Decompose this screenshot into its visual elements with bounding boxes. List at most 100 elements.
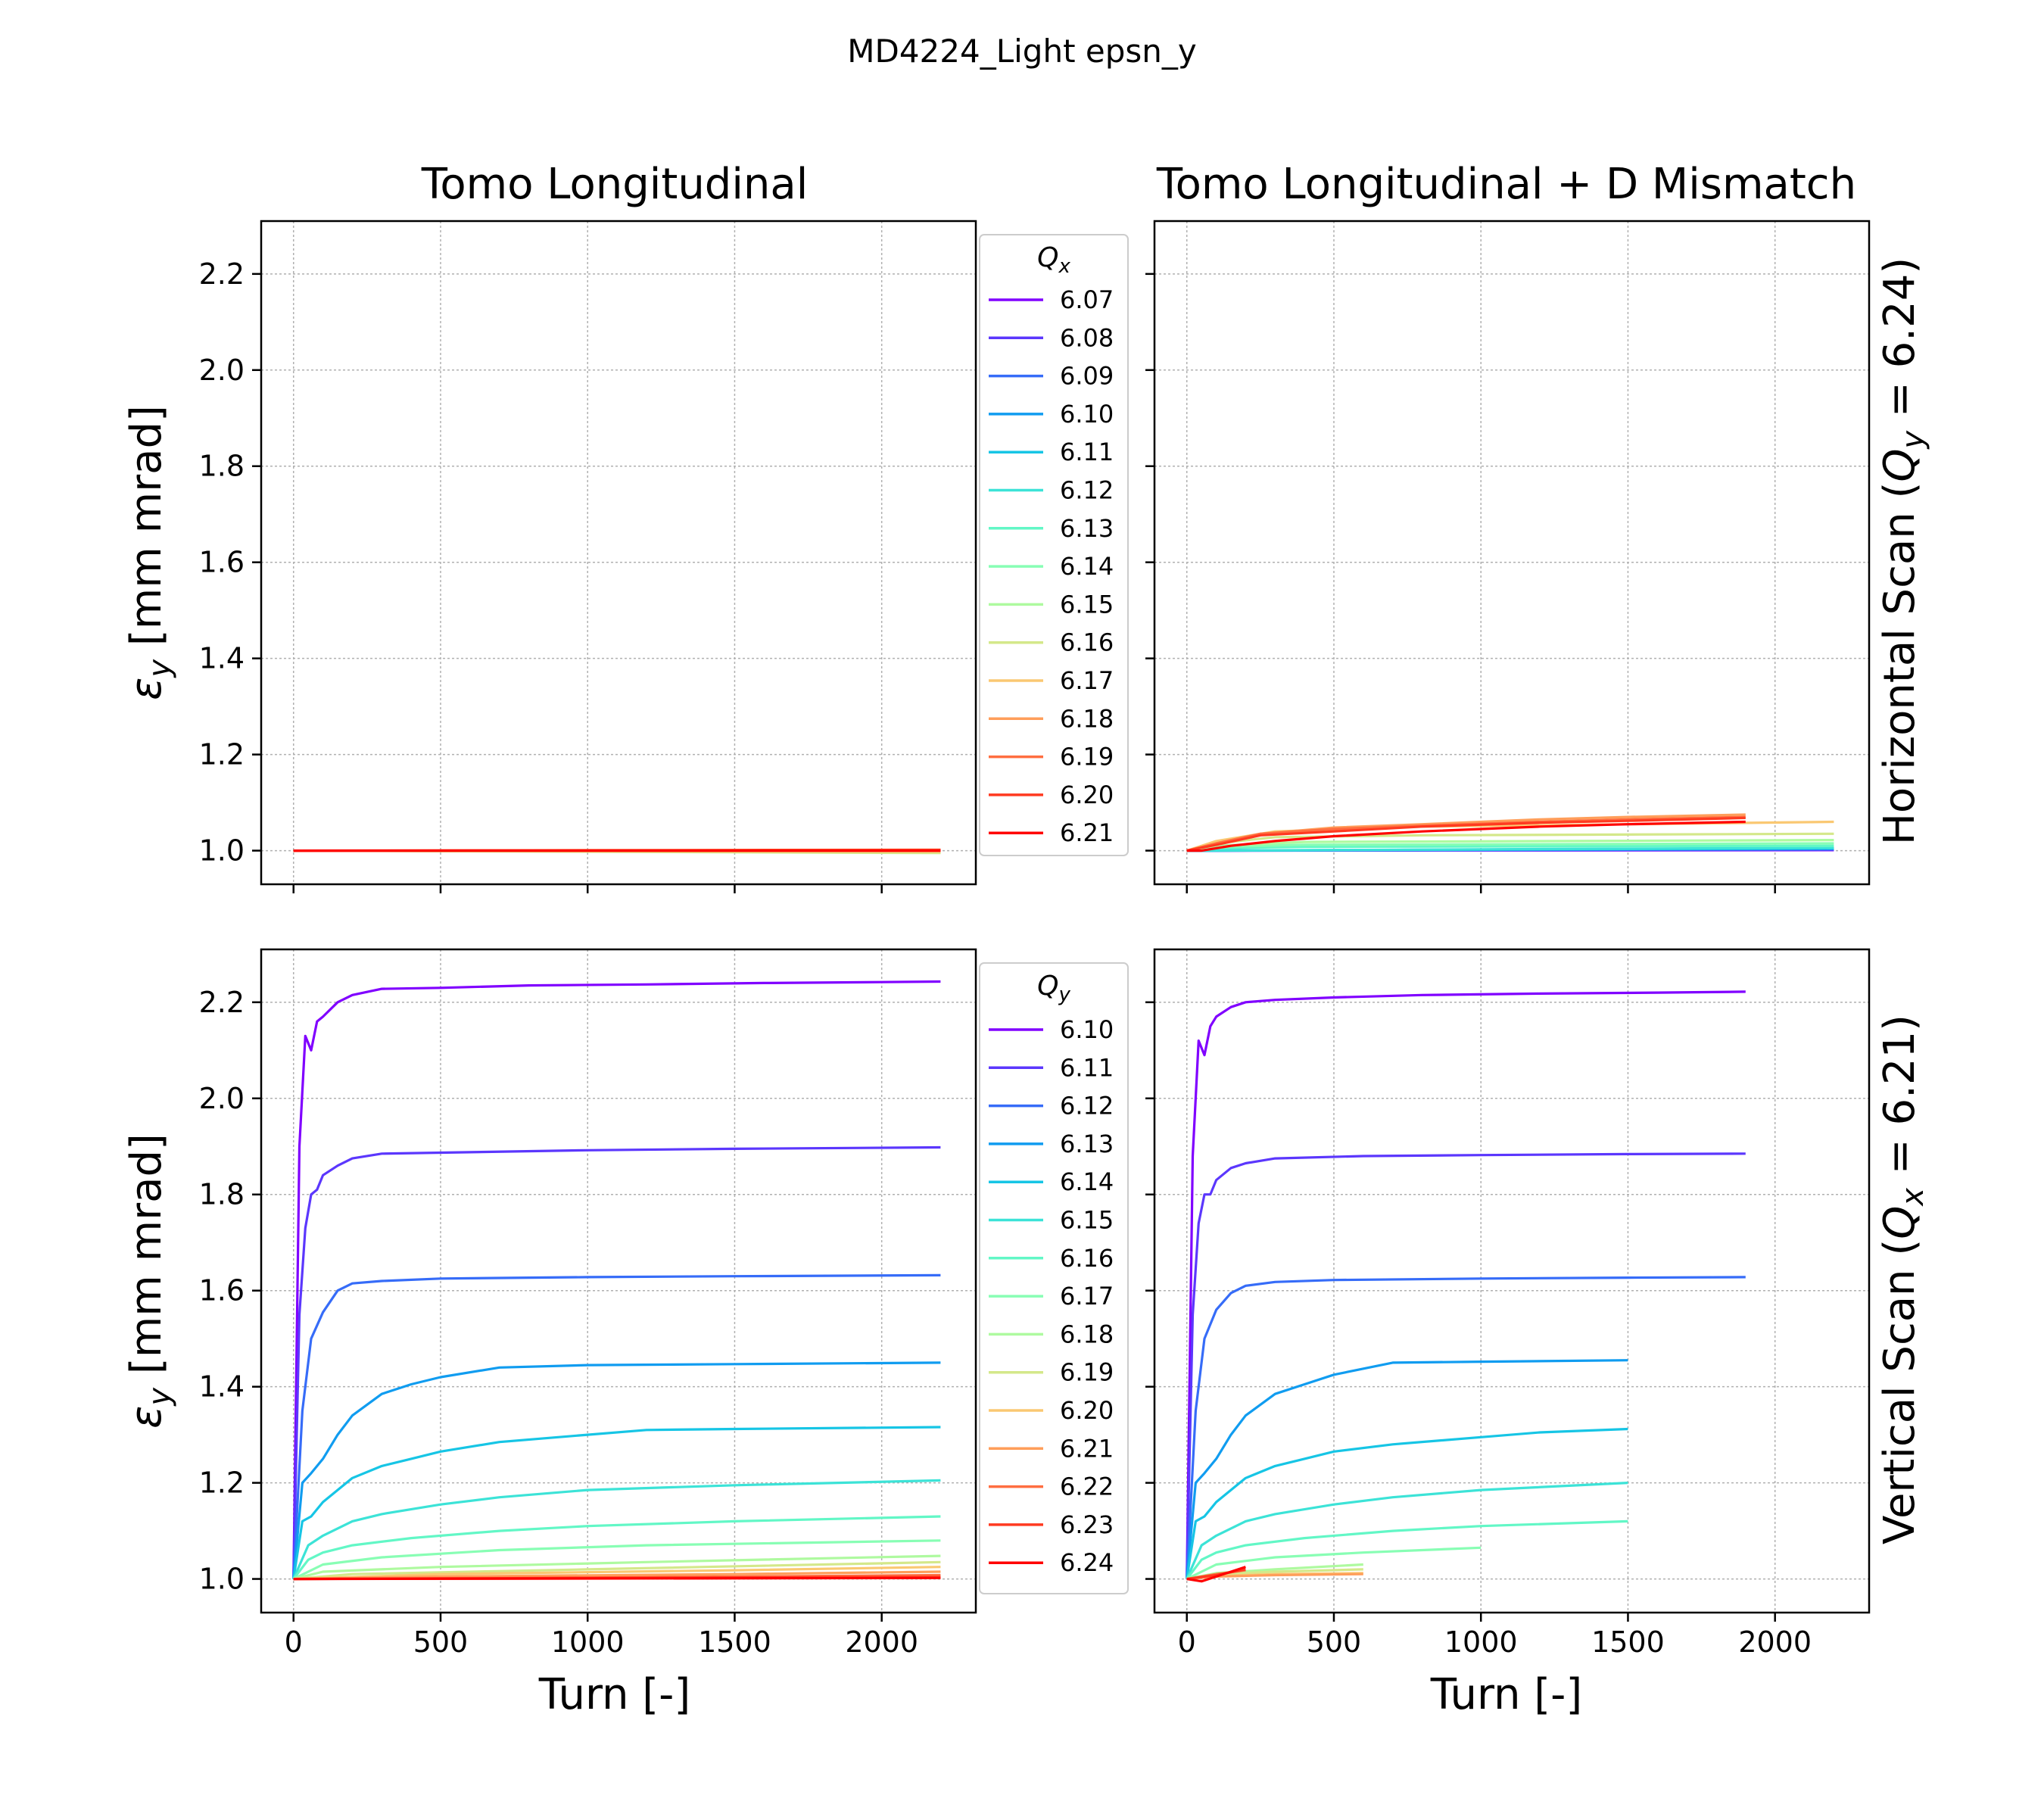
series-line-6.19 — [293, 1560, 941, 1581]
ylabel-bottom-sub: y — [142, 1387, 177, 1407]
legend-bottom: Qy 6.106.116.126.136.146.156.166.176.186… — [979, 962, 1129, 1594]
legend-label-6.22: 6.22 — [1060, 1473, 1114, 1501]
ylabel-top-sym: ε — [122, 678, 171, 700]
y-tick-label: 1.2 — [199, 1466, 245, 1500]
series-lines — [293, 848, 941, 855]
legend-label-6.10: 6.10 — [1060, 400, 1114, 429]
series-lines — [1186, 813, 1834, 852]
col-title-right: Tomo Longitudinal + D Mismatch — [1156, 160, 1856, 209]
legend-label-6.13: 6.13 — [1060, 1130, 1114, 1158]
series-lines — [292, 980, 941, 1581]
legend-top-title-sub: x — [1058, 255, 1070, 278]
series-line-6.24 — [293, 1576, 941, 1581]
series-line-6.17 — [292, 1539, 941, 1581]
legend-label-6.16: 6.16 — [1060, 1244, 1114, 1273]
x-tick-label: 1500 — [698, 1625, 771, 1659]
row-label-top-prefix: Horizontal Scan ( — [1875, 482, 1924, 846]
y-tick-label: 2.2 — [199, 986, 245, 1019]
legend-label-6.19: 6.19 — [1060, 1358, 1114, 1387]
row-label-top-suffix: = 6.24) — [1875, 257, 1924, 431]
panel-top-left: 1.0 1.2 1.4 1.6 1.8 2.0 2.2 — [199, 220, 977, 893]
legend-label-6.20: 6.20 — [1060, 1396, 1114, 1425]
legend-bottom-frame — [979, 962, 1129, 1594]
axes-frame — [1153, 220, 1871, 886]
legend-label-6.11: 6.11 — [1060, 1053, 1114, 1082]
legend-label-6.17: 6.17 — [1060, 1282, 1114, 1311]
legend-label-6.16: 6.16 — [1060, 628, 1114, 657]
y-tick-label: 1.2 — [199, 738, 245, 771]
series-line-6.14 — [292, 1426, 941, 1579]
col-title-left: Tomo Longitudinal — [421, 160, 809, 209]
series-line-6.15 — [1186, 1482, 1628, 1580]
y-tick-label: 1.6 — [199, 1274, 245, 1307]
series-line-6.18 — [293, 1554, 941, 1581]
y-tick-label: 1.4 — [199, 1370, 245, 1404]
legend-label-6.14: 6.14 — [1060, 552, 1114, 581]
row-label-bottom-sub: x — [1896, 1188, 1930, 1208]
y-tick-label: 1.8 — [199, 450, 245, 483]
series-lines — [1186, 990, 1746, 1583]
series-line-6.24 — [1186, 1566, 1246, 1583]
series-line-6.12 — [1186, 1276, 1746, 1579]
legend-label-6.15: 6.15 — [1060, 1206, 1114, 1235]
legend-label-6.10: 6.10 — [1060, 1015, 1114, 1044]
y-tick-label: 1.8 — [199, 1178, 245, 1211]
ylabel-bottom-sym: ε — [122, 1406, 171, 1429]
legend-label-6.24: 6.24 — [1060, 1548, 1114, 1577]
series-line-6.11 — [292, 1145, 941, 1579]
legend-label-6.20: 6.20 — [1060, 781, 1114, 809]
series-line-6.15 — [292, 1479, 941, 1580]
series-line-6.13 — [1186, 1359, 1628, 1579]
series-line-6.13 — [292, 1361, 941, 1579]
y-tick-label: 2.0 — [199, 1082, 245, 1115]
legend-label-6.11: 6.11 — [1060, 438, 1114, 466]
ylabel-bottom: εy [mm mrad] — [122, 1133, 177, 1429]
legend-label-6.17: 6.17 — [1060, 666, 1114, 695]
series-line-6.20 — [1186, 816, 1746, 852]
row-label-bottom: Vertical Scan (Qx = 6.21) — [1875, 1014, 1930, 1544]
series-line-6.10 — [1186, 990, 1746, 1579]
row-label-top-sub: y — [1896, 430, 1930, 450]
x-tick-label: 1500 — [1591, 1625, 1665, 1659]
x-tick-label: 1000 — [551, 1625, 625, 1659]
xlabel-right: Turn [-] — [1430, 1670, 1582, 1719]
ylabel-top: εy [mm mrad] — [122, 405, 177, 700]
panel-top-right — [1145, 220, 1871, 893]
suptitle: MD4224_Light epsn_y — [847, 33, 1197, 70]
y-tick-label: 1.0 — [199, 834, 245, 868]
row-label-top: Horizontal Scan (Qy = 6.24) — [1875, 257, 1930, 845]
legend-bottom-title-sub: y — [1058, 983, 1070, 1006]
legend-label-6.09: 6.09 — [1060, 362, 1114, 391]
x-tick-label: 2000 — [1738, 1625, 1812, 1659]
legend-label-6.21: 6.21 — [1060, 818, 1114, 847]
legend-label-6.13: 6.13 — [1060, 514, 1114, 543]
axes-frame — [260, 220, 977, 886]
x-tick-label: 2000 — [845, 1625, 918, 1659]
y-tick-label: 1.4 — [199, 642, 245, 675]
legend-label-6.23: 6.23 — [1060, 1510, 1114, 1539]
legend-label-6.19: 6.19 — [1060, 743, 1114, 771]
series-line-6.12 — [292, 1273, 941, 1579]
ylabel-bottom-text: [mm mrad] — [122, 1133, 171, 1388]
series-line-6.17 — [1186, 1546, 1482, 1581]
legend-top-title-sym: Q — [1037, 242, 1058, 273]
panel-bottom-left: 0 500 1000 1500 2000 1.0 1.2 1.4 1.6 1.8 2.0 2.2 — [199, 948, 977, 1659]
series-line-6.10 — [292, 980, 941, 1579]
panel-bottom-right: 0 500 1000 1500 2000 — [1145, 948, 1871, 1659]
legend-bottom-items: 6.10 6.11 6.12 6.13 6.14 6.15 6.16 6.17 6.18 6.19… — [989, 1015, 1114, 1577]
legend-top-items: 6.07 6.08 6.09 6.10 6.11 6.12 6.13 6.14 6.15 6.16… — [989, 285, 1114, 847]
series-line-6.12 — [1186, 846, 1834, 852]
legend-bottom-title: Qy — [1037, 971, 1070, 1006]
xlabel-left: Turn [-] — [538, 1670, 690, 1719]
y-tick-label: 1.6 — [199, 546, 245, 579]
row-label-bottom-prefix: Vertical Scan ( — [1875, 1239, 1924, 1544]
row-label-top-sym: Q — [1875, 449, 1924, 482]
x-tick-label: 0 — [1178, 1625, 1196, 1659]
y-tick-label: 1.0 — [199, 1563, 245, 1596]
row-label-bottom-suffix: = 6.21) — [1875, 1014, 1924, 1188]
axes-frame — [1153, 948, 1871, 1614]
series-line-6.21 — [1186, 820, 1746, 852]
x-tick-label: 500 — [1307, 1625, 1362, 1659]
x-tick-label: 1000 — [1444, 1625, 1518, 1659]
